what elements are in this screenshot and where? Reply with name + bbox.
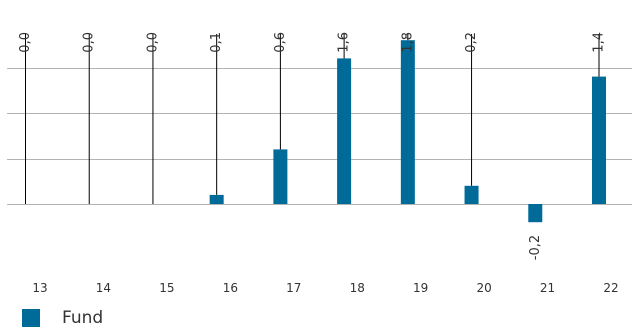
legend: Fund <box>22 307 103 329</box>
bar-17 <box>273 149 288 204</box>
data-label-16: 0,1 <box>209 32 224 53</box>
x-tick-label-13: 13 <box>32 281 47 295</box>
bar-22 <box>592 76 606 204</box>
bar-16 <box>209 194 224 204</box>
data-label-17: 0,6 <box>273 32 288 53</box>
data-labels: 0,0 0,0 0,0 0,1 0,6 1,6 1,8 0,2 -0,2 1,4 <box>18 32 607 260</box>
legend-label-fund: Fund <box>62 308 104 328</box>
data-label-15: 0,0 <box>145 32 160 53</box>
x-axis-ticks: 13 14 15 16 17 18 19 20 21 22 <box>32 281 618 295</box>
bar-19 <box>400 40 415 205</box>
data-label-22: 1,4 <box>592 32 607 53</box>
data-label-18: 1,6 <box>337 32 352 53</box>
x-tick-label-22: 22 <box>603 281 618 295</box>
bar-20 <box>464 185 479 204</box>
x-tick-label-17: 17 <box>286 281 301 295</box>
leader-lines <box>25 34 600 204</box>
x-tick-label-18: 18 <box>350 281 365 295</box>
x-tick-label-20: 20 <box>476 281 491 295</box>
x-tick-label-19: 19 <box>413 281 428 295</box>
gridlines <box>7 68 632 205</box>
data-label-21: -0,2 <box>528 235 543 260</box>
x-tick-label-15: 15 <box>159 281 174 295</box>
bar-18 <box>337 58 352 205</box>
data-label-19: 1,8 <box>400 32 415 53</box>
data-label-20: 0,2 <box>464 32 479 53</box>
bars <box>209 40 606 223</box>
x-tick-label-16: 16 <box>223 281 238 295</box>
data-label-14: 0,0 <box>82 32 97 53</box>
bar-21 <box>528 204 543 223</box>
data-label-13: 0,0 <box>18 32 33 53</box>
legend-swatch-fund <box>22 309 40 327</box>
x-tick-label-14: 14 <box>96 281 111 295</box>
x-tick-label-21: 21 <box>540 281 555 295</box>
